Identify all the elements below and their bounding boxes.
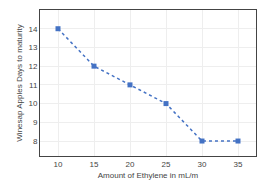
svg-text:35: 35 (234, 160, 243, 169)
svg-text:10: 10 (28, 99, 37, 108)
svg-text:Winesap Apples Days to maturit: Winesap Apples Days to maturity (15, 24, 24, 141)
svg-text:25: 25 (162, 160, 171, 169)
svg-text:12: 12 (28, 62, 37, 71)
svg-text:11: 11 (29, 81, 38, 90)
svg-text:15: 15 (90, 160, 99, 169)
svg-text:14: 14 (28, 25, 37, 34)
svg-text:8: 8 (33, 137, 38, 146)
svg-text:Amount of Ethylene in mL/m: Amount of Ethylene in mL/m (98, 171, 199, 180)
svg-text:9: 9 (33, 118, 38, 127)
svg-text:20: 20 (126, 160, 135, 169)
svg-text:10: 10 (54, 160, 63, 169)
svg-text:13: 13 (28, 43, 37, 52)
svg-text:30: 30 (198, 160, 207, 169)
